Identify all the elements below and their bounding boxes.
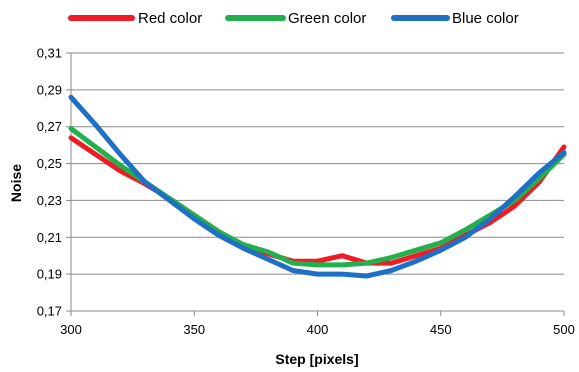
axes xyxy=(66,52,565,316)
x-tick-label: 400 xyxy=(307,322,329,337)
x-tick-label: 350 xyxy=(183,322,205,337)
legend-label-2: Green color xyxy=(288,10,366,27)
legend: Red color Green color Blue color xyxy=(68,10,519,27)
y-tick-label: 0,23 xyxy=(37,193,62,208)
y-tick-labels: 0,17 0,19 0,21 0,23 0,25 0,27 0,29 0,31 xyxy=(37,46,62,319)
x-tick-label: 450 xyxy=(430,322,452,337)
series-line-3 xyxy=(68,94,567,279)
y-tick-label: 0,21 xyxy=(37,230,62,245)
y-tick-label: 0,29 xyxy=(37,82,62,97)
x-tick-labels: 300 350 400 450 500 xyxy=(60,322,575,337)
series-lines xyxy=(68,94,567,279)
y-tick-label: 0,17 xyxy=(37,304,62,319)
grid-lines xyxy=(71,52,564,275)
x-tick-label: 500 xyxy=(553,322,575,337)
legend-label-1: Red color xyxy=(138,10,202,27)
y-tick-label: 0,25 xyxy=(37,156,62,171)
legend-label-3: Blue color xyxy=(452,10,519,27)
series-line-2 xyxy=(68,126,567,268)
y-axis-title: Noise xyxy=(8,164,24,202)
x-axis-title: Step [pixels] xyxy=(275,351,358,367)
y-tick-label: 0,27 xyxy=(37,119,62,134)
x-tick-label: 300 xyxy=(60,322,82,337)
y-tick-label: 0,19 xyxy=(37,267,62,282)
y-tick-label: 0,31 xyxy=(37,46,62,61)
